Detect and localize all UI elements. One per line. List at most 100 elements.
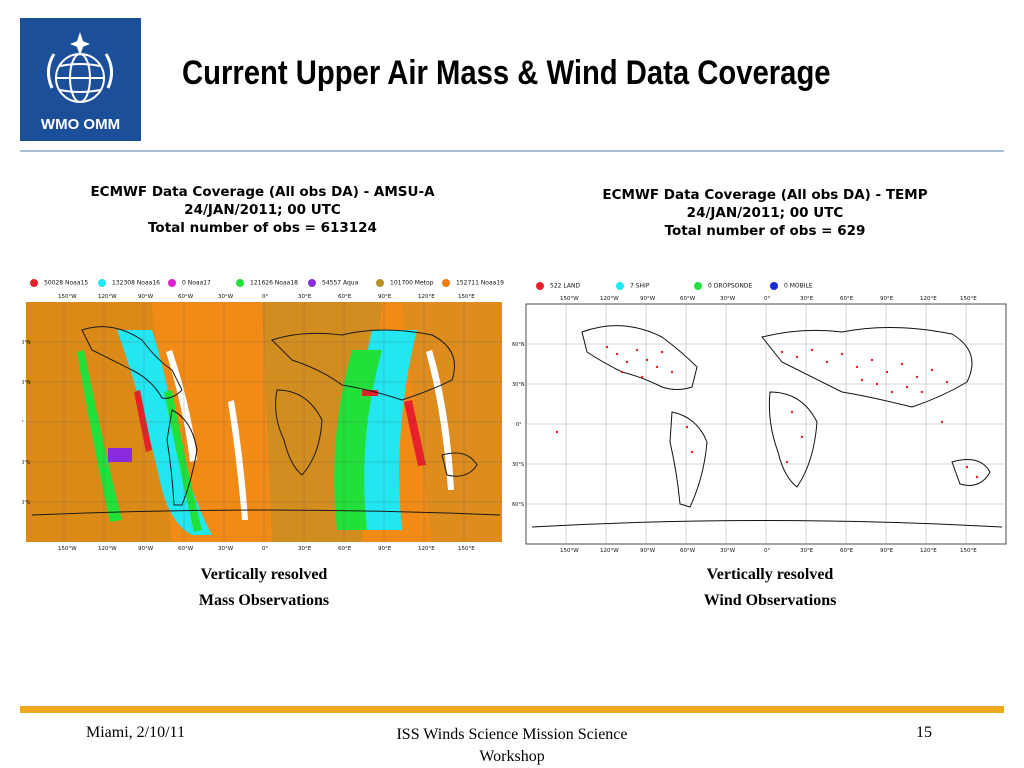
right-heading-line-2: 24/JAN/2011; 00 UTC	[686, 205, 844, 221]
lon-label-bottom: 60°W	[680, 548, 696, 554]
lon-label-bottom: 150°W	[58, 546, 77, 552]
legend-swatch	[236, 279, 244, 287]
legend-item: 101700 Metop	[376, 279, 434, 287]
lon-label-bottom: 60°E	[338, 546, 352, 552]
footer-event: ISS Winds Science Mission Science Worksh…	[396, 726, 628, 765]
legend-item: 7 SHIP	[616, 282, 649, 290]
legend-item: 0 MOBILE	[770, 282, 813, 290]
lon-label-bottom: 30°W	[218, 546, 234, 552]
legend-swatch	[694, 282, 702, 290]
lat-label: 60°S	[22, 500, 30, 506]
legend-item: 0 DROPSONDE	[694, 282, 752, 290]
legend-label: 0 MOBILE	[784, 282, 813, 290]
lon-label-bottom: 0°	[764, 548, 770, 554]
left-caption: Vertically resolved Mass Observations	[140, 562, 388, 614]
left-heading-line-1: ECMWF Data Coverage (All obs DA) - AMSU-…	[90, 184, 435, 200]
lon-label: 150°E	[960, 296, 977, 302]
lon-label: 30°W	[720, 296, 736, 302]
amsu-coverage-map: 150°W 120°W 90°W 60°W 30°W 0° 30°E 60°E …	[22, 294, 502, 552]
lon-label: 150°E	[458, 294, 475, 300]
lon-label: 90°E	[880, 296, 894, 302]
wmo-logo: WMO OMM	[20, 18, 141, 141]
legend-swatch	[308, 279, 316, 287]
legend-label: 522 LAND	[550, 282, 581, 290]
left-legend: 50028 Noaa15 132308 Noaa16 0 Noaa17 1216…	[26, 277, 506, 291]
lat-label: 30°N	[512, 382, 525, 388]
lon-label-bottom: 150°W	[560, 548, 579, 554]
lat-label: 30°N	[22, 380, 31, 386]
legend-item: 132308 Noaa16	[98, 279, 160, 287]
legend-label: 7 SHIP	[630, 282, 650, 290]
right-caption-line-1: Vertically resolved	[706, 566, 834, 583]
legend-label: 121626 Noaa18	[250, 279, 298, 287]
left-caption-line-1: Vertically resolved	[200, 566, 328, 583]
lon-label-bottom: 120°E	[418, 546, 435, 552]
lon-label: 120°E	[418, 294, 435, 300]
lat-label: 0°	[22, 420, 24, 426]
lon-label: 60°E	[840, 296, 854, 302]
footer-date: Miami, 2/10/11	[86, 724, 185, 741]
lon-label: 150°W	[58, 294, 77, 300]
lon-label-bottom: 90°E	[378, 546, 392, 552]
lat-label: 60°N	[512, 342, 525, 348]
right-chart-heading: ECMWF Data Coverage (All obs DA) - TEMP …	[590, 186, 940, 240]
header-divider	[20, 150, 1004, 152]
lon-label-bottom: 30°E	[298, 546, 312, 552]
legend-item: 50028 Noaa15	[30, 279, 88, 287]
globe-emblem-icon	[47, 32, 113, 103]
left-caption-line-2: Mass Observations	[198, 592, 330, 609]
lon-label: 60°W	[680, 296, 696, 302]
slide-number: 15	[916, 724, 932, 741]
lat-label: 30°S	[22, 460, 30, 466]
legend-item: 0 Noaa17	[168, 279, 211, 287]
lon-label: 30°W	[218, 294, 234, 300]
lon-label: 0°	[262, 294, 268, 300]
lon-label: 90°W	[138, 294, 154, 300]
lat-label: 30°S	[512, 462, 524, 468]
lon-label-bottom: 60°W	[178, 546, 194, 552]
legend-swatch	[168, 279, 176, 287]
logo-text: WMO OMM	[40, 116, 121, 133]
lon-label: 0°	[764, 296, 770, 302]
temp-stations-map: 150°W 120°W 90°W 60°W 30°W 0° 30°E 60°E …	[512, 296, 1007, 554]
legend-label: 54557 Aqua	[322, 279, 359, 287]
legend-swatch	[442, 279, 450, 287]
left-heading-line-3: Total number of obs = 613124	[148, 220, 377, 236]
right-heading-line-1: ECMWF Data Coverage (All obs DA) - TEMP	[602, 187, 928, 203]
legend-label: 50028 Noaa15	[44, 279, 89, 287]
legend-label: 101700 Metop	[390, 279, 434, 287]
lon-label-bottom: 30°E	[800, 548, 814, 554]
legend-label: 0 Noaa17	[182, 279, 211, 287]
lat-label: 0°	[516, 422, 522, 428]
lon-label-bottom: 120°W	[600, 548, 619, 554]
legend-item: 54557 Aqua	[308, 279, 358, 287]
lon-label-bottom: 150°E	[458, 546, 475, 552]
right-caption-line-2: Wind Observations	[703, 592, 837, 609]
slide-title: Current Upper Air Mass & Wind Data Cover…	[182, 54, 831, 92]
lon-label: 90°W	[640, 296, 656, 302]
legend-label: 132308 Noaa16	[112, 279, 160, 287]
left-chart-heading: ECMWF Data Coverage (All obs DA) - AMSU-…	[90, 183, 435, 237]
legend-swatch	[770, 282, 778, 290]
lon-label-bottom: 150°E	[960, 548, 977, 554]
lon-label-bottom: 90°W	[640, 548, 656, 554]
right-heading-line-3: Total number of obs = 629	[664, 223, 866, 239]
footer-accent-bar	[20, 706, 1004, 713]
lon-label: 150°W	[560, 296, 579, 302]
legend-swatch	[536, 282, 544, 290]
legend-swatch	[616, 282, 624, 290]
legend-label: 0 DROPSONDE	[708, 282, 753, 290]
lon-label: 120°W	[98, 294, 117, 300]
right-caption: Vertically resolved Wind Observations	[640, 562, 900, 614]
legend-item: 121626 Noaa18	[236, 279, 298, 287]
lon-label-bottom: 90°E	[880, 548, 894, 554]
lon-label: 60°E	[338, 294, 352, 300]
lon-label: 90°E	[378, 294, 392, 300]
left-heading-line-2: 24/JAN/2011; 00 UTC	[184, 202, 341, 218]
lon-label: 60°W	[178, 294, 194, 300]
lon-label-bottom: 0°	[262, 546, 268, 552]
lon-label-bottom: 120°E	[920, 548, 937, 554]
lon-label-bottom: 30°W	[720, 548, 736, 554]
legend-item: 522 LAND	[536, 282, 580, 290]
lon-label: 30°E	[800, 296, 814, 302]
